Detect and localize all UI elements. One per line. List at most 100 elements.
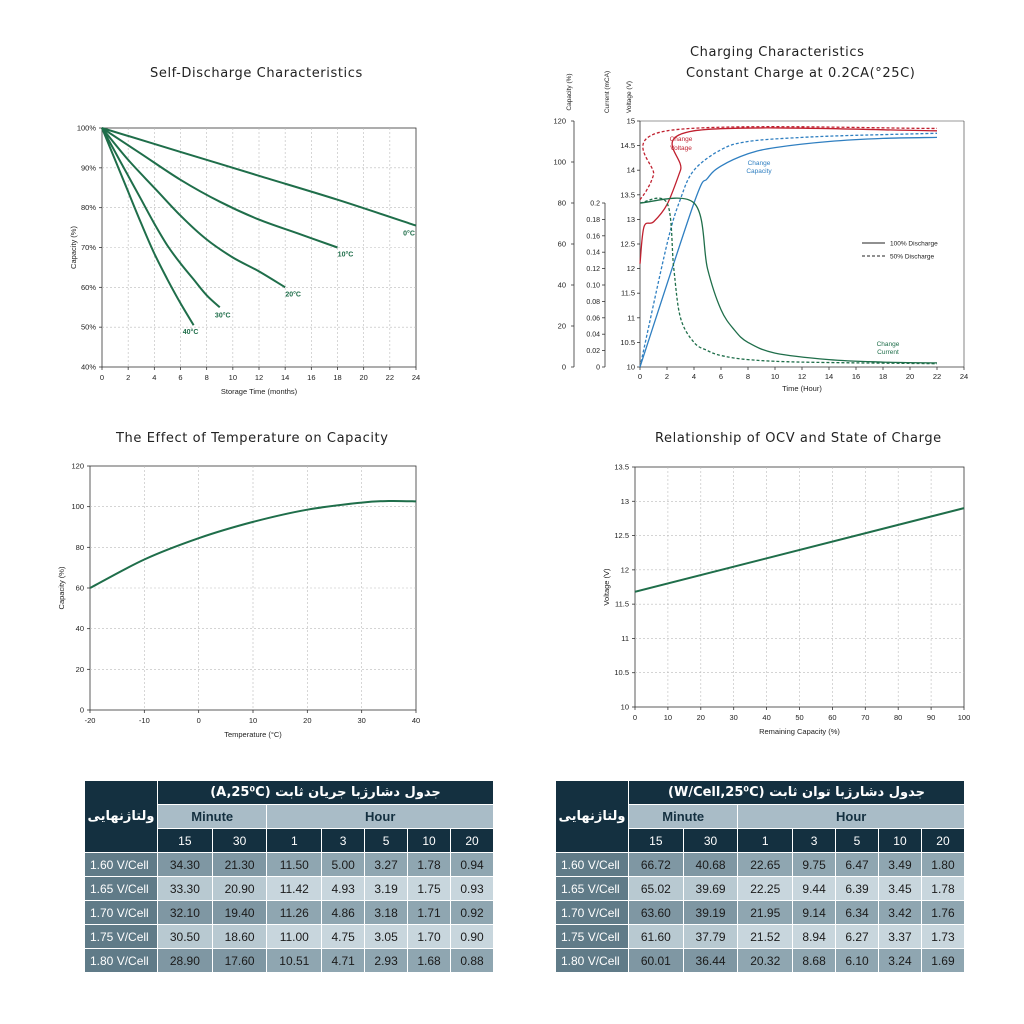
series-line xyxy=(639,126,938,201)
table-cell: 63.60 xyxy=(628,900,684,925)
x-tick-label: 4 xyxy=(692,372,696,381)
self-discharge-chart: 0 2 4 6 8 10 12 14 16 18 20 22 2440%50%60%70%80%90%1… xyxy=(69,124,420,397)
table-cell: 1.75 xyxy=(407,876,452,901)
table-cell: 8.68 xyxy=(792,948,837,973)
table-row: 1.80 V/Cell 60.01 36.44 20.32 8.68 6.10 3.24 1.… xyxy=(555,948,966,973)
table-cell: 28.90 xyxy=(157,948,213,973)
row-label: 1.65 V/Cell xyxy=(555,876,629,901)
table-group-row: Minute Hour xyxy=(85,804,494,829)
table-cell: 1.80 xyxy=(920,852,966,877)
x-tick-label: 2 xyxy=(126,373,130,382)
x-tick-label: 12 xyxy=(798,372,806,381)
y-axis-label: Capacity (%) xyxy=(69,226,78,269)
y-tick-label: 40 xyxy=(76,624,84,633)
table-cell: 3.45 xyxy=(877,876,922,901)
column-header: 20 xyxy=(920,828,966,853)
current-tick-label: 0.14 xyxy=(586,250,600,257)
capacity-tick-label: 60 xyxy=(558,240,566,249)
table-cell: 3.49 xyxy=(877,852,922,877)
x-tick-label: 6 xyxy=(719,372,723,381)
table-column-row: 15 30 1 3 5 10 20 xyxy=(85,828,494,853)
column-header: 15 xyxy=(157,828,213,853)
table-cell: 21.95 xyxy=(737,900,794,925)
table-cell: 21.30 xyxy=(211,852,268,877)
column-header: 1 xyxy=(737,828,794,853)
chart-subtitle-charging: Constant Charge at 0.2CA(°25C) xyxy=(686,66,916,81)
table-cell: 17.60 xyxy=(211,948,268,973)
x-tick-label: 22 xyxy=(933,372,941,381)
y-tick-label: 70% xyxy=(81,243,96,252)
x-tick-label: 18 xyxy=(879,372,887,381)
x-axis-label: Temperature (°C) xyxy=(224,730,282,739)
x-tick-label: 22 xyxy=(386,373,394,382)
y-tick-label: 60% xyxy=(81,283,96,292)
annotation-label: Capacity xyxy=(746,168,772,175)
annotation-label: Current xyxy=(877,349,899,356)
table-cell: 0.88 xyxy=(450,948,494,973)
table-cell: 1.69 xyxy=(920,948,966,973)
table-cell: 3.37 xyxy=(877,924,922,949)
chart-title-ocv: Relationship of OCV and State of Charge xyxy=(655,431,942,446)
series-line xyxy=(639,136,938,368)
current-tick-label: 0.04 xyxy=(586,332,600,339)
voltage-axis-label: Voltage (V) xyxy=(626,81,633,113)
y-tick-label: 11 xyxy=(621,634,629,643)
legend-label: 100% Discharge xyxy=(890,241,938,248)
y-tick-label: 100% xyxy=(77,124,97,133)
voltage-tick-label: 13 xyxy=(627,215,635,224)
y-tick-label: 12 xyxy=(621,565,629,574)
table-cell: 3.42 xyxy=(877,900,922,925)
x-tick-label: 70 xyxy=(861,713,869,722)
table-title-row: ولتاژنهایی جدول دشارژبا جریان ثابت (A,25⁰… xyxy=(84,780,494,853)
capacity-tick-label: 120 xyxy=(553,117,566,126)
table-cell: 1.78 xyxy=(920,876,966,901)
x-axis-label: Time (Hour) xyxy=(782,384,822,393)
y-axis-label: Capacity (%) xyxy=(57,566,66,609)
table-cell: 0.92 xyxy=(450,900,494,925)
table-row: 1.80 V/Cell 28.90 17.60 10.51 4.71 2.93 1.68 0.… xyxy=(84,948,494,973)
x-tick-label: 16 xyxy=(852,372,860,381)
x-tick-label: 0 xyxy=(633,713,637,722)
column-group-header: Minute xyxy=(156,804,268,829)
x-tick-label: 24 xyxy=(412,373,420,382)
row-label: 1.65 V/Cell xyxy=(84,876,158,901)
x-tick-label: 60 xyxy=(828,713,836,722)
row-header-label: ولتاژنهایی xyxy=(555,780,629,853)
column-header: 10 xyxy=(877,828,922,853)
table-cell: 11.26 xyxy=(266,900,323,925)
table-cell: 37.79 xyxy=(682,924,739,949)
table-cell: 11.50 xyxy=(266,852,323,877)
column-header: 1 xyxy=(266,828,323,853)
annotation-label: Change xyxy=(670,136,693,143)
row-label: 1.80 V/Cell xyxy=(84,948,158,973)
table-cell: 9.75 xyxy=(792,852,837,877)
table-cell: 4.75 xyxy=(321,924,366,949)
x-tick-label: 30 xyxy=(730,713,738,722)
series-line xyxy=(101,127,221,309)
table-row: 1.75 V/Cell 61.60 37.79 21.52 8.94 6.27 3.37 1.… xyxy=(555,924,966,949)
constant-power-table: ولتاژنهایی جدول دشارژبا توان ثابت (W/Cell… xyxy=(555,780,966,973)
table-row: 1.65 V/Cell 33.30 20.90 11.42 4.93 3.19 1.75 0.… xyxy=(84,876,494,901)
table-row: 1.60 V/Cell 66.72 40.68 22.65 9.75 6.47 3.49 1.… xyxy=(555,852,966,877)
table-cell: 22.25 xyxy=(737,876,794,901)
table-cell: 1.78 xyxy=(407,852,452,877)
x-tick-label: 0 xyxy=(197,716,201,725)
y-tick-label: 13.5 xyxy=(614,463,629,472)
table-cell: 4.71 xyxy=(321,948,366,973)
series-line xyxy=(639,127,938,264)
table-column-row: 15 30 1 3 5 10 20 xyxy=(556,828,966,853)
table-cell: 10.51 xyxy=(266,948,323,973)
series-label: 0°C xyxy=(403,230,415,238)
capacity-tick-label: 20 xyxy=(558,322,566,331)
x-tick-label: 14 xyxy=(825,372,833,381)
table-title: جدول دشارژبا توان ثابت (W/Cell,25⁰C) xyxy=(628,780,965,805)
table-cell: 3.18 xyxy=(364,900,409,925)
table-cell: 33.30 xyxy=(157,876,213,901)
x-tick-label: 40 xyxy=(412,716,420,725)
x-tick-label: 2 xyxy=(665,372,669,381)
current-tick-label: 0.12 xyxy=(586,266,600,273)
series-label: 10°C xyxy=(338,251,354,259)
table-cell: 11.42 xyxy=(266,876,323,901)
table-cell: 3.05 xyxy=(364,924,409,949)
series-line xyxy=(639,132,938,368)
